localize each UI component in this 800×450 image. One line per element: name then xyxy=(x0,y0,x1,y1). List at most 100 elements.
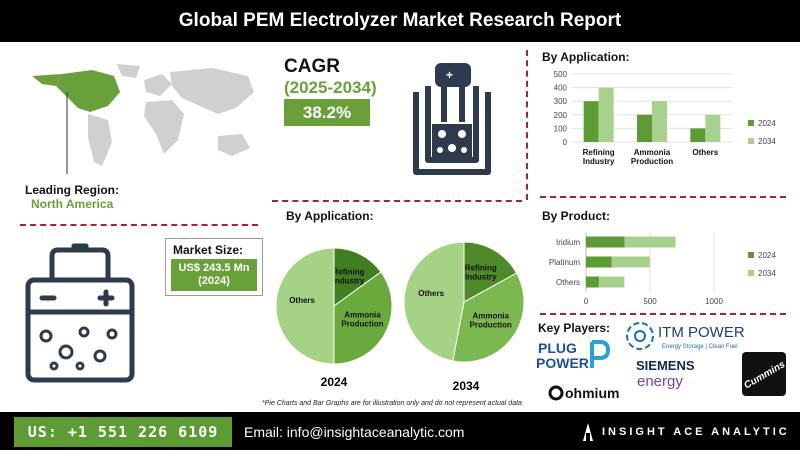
app-bar-2024 xyxy=(637,114,652,142)
app-bar-2034 xyxy=(705,114,721,142)
prod-bar-2034 xyxy=(586,236,676,248)
app-y-tick: 500 xyxy=(554,70,568,79)
right-divider-1 xyxy=(540,196,786,198)
pie-slice-ammonia-production xyxy=(333,271,393,365)
asia-shape xyxy=(170,68,254,114)
ohmium-text: ohmium xyxy=(565,385,619,401)
siemens-energy-logo: SIEMENS energy xyxy=(636,358,695,390)
prod-y-label: Platinum xyxy=(549,258,580,267)
electrolyzer-battery-icon xyxy=(25,243,135,383)
app-legend-swatch xyxy=(748,120,754,126)
alaska-shape xyxy=(32,74,62,86)
pie-label-ammonia-production: Ammonia Production xyxy=(470,311,512,329)
prod-y-label: Others xyxy=(556,278,580,287)
app-bar-2034 xyxy=(652,101,667,142)
pie-label-refining-industry: Refining Industry xyxy=(332,268,364,286)
north-america-shape xyxy=(56,70,120,112)
market-size-year: (2024) xyxy=(198,275,230,287)
pie-year-2034: 2034 xyxy=(453,379,480,393)
product-bar-chart: 0 500 1000 Iridium Platinum Others 2024 2034 xyxy=(549,232,776,306)
pie-chart-2034: Refining Industry Ammonia Production Others xyxy=(403,241,525,363)
electrolyzer-tank-icon: + xyxy=(413,63,491,175)
app-y-tick: 0 xyxy=(563,138,568,147)
itm-power-name: ITM POWER xyxy=(658,324,745,341)
pie-slice-ammonia-production xyxy=(452,272,525,363)
prod-legend-swatch xyxy=(748,252,754,258)
app-y-tick: 200 xyxy=(554,111,568,120)
app-bar-2024 xyxy=(583,101,599,142)
world-map xyxy=(32,64,254,174)
app-legend-2034: 2034 xyxy=(758,137,776,146)
pie-slice-refining-industry xyxy=(333,247,382,307)
app-y-tick: 300 xyxy=(554,97,568,106)
itm-power-logo: ITM POWER Energy Storage | Clean Fuel xyxy=(626,322,745,350)
email-address[interactable]: Email: info@insightaceanalytic.com xyxy=(244,424,465,440)
phone-number[interactable]: US: +1 551 226 6109 xyxy=(14,417,232,447)
app-y-tick: 100 xyxy=(554,124,568,133)
app-x-label: Ammonia Production xyxy=(631,148,673,166)
illustration-disclaimer: *Pie Charts and Bar Graphs are for illus… xyxy=(262,400,522,407)
product-bar-section-title: By Product: xyxy=(542,209,611,223)
market-size-label: Market Size: xyxy=(173,243,244,257)
key-players-title: Key Players: xyxy=(538,321,611,335)
pie-label-others: Others xyxy=(289,296,315,305)
app-y-tick: 400 xyxy=(554,84,568,93)
svg-text:+: + xyxy=(446,68,453,82)
ohmium-logo: ohmium xyxy=(548,385,619,401)
power-text: POWER xyxy=(536,355,589,371)
report-header: Global PEM Electrolyzer Market Research … xyxy=(0,0,800,42)
pie-section-title: By Application: xyxy=(286,209,374,223)
energy-text: energy xyxy=(637,373,683,390)
app-bar-2024 xyxy=(690,128,706,142)
pie-slice-refining-industry xyxy=(463,241,518,303)
africa-shape xyxy=(144,100,184,154)
prod-x-tick: 1000 xyxy=(705,297,723,306)
prod-bar-2024 xyxy=(586,256,612,268)
app-x-label: Others xyxy=(692,148,718,157)
app-x-label: Refining Industry xyxy=(583,148,615,166)
market-size-value: US$ 243.5 Mn (2024) xyxy=(171,259,257,291)
cagr-label: CAGR xyxy=(284,56,340,77)
siemens-text: SIEMENS xyxy=(636,358,695,373)
pie-year-2024: 2024 xyxy=(321,375,348,389)
market-size-frame xyxy=(165,238,263,296)
australia-shape xyxy=(218,134,250,156)
cagr-value: 38.2% xyxy=(284,99,370,126)
south-america-shape xyxy=(88,114,112,166)
prod-legend-2034: 2034 xyxy=(758,269,776,278)
application-bar-chart: 0 100 200 300 400 500 Refining Industry Ammonia P… xyxy=(554,70,777,166)
prod-legend-swatch xyxy=(748,270,754,276)
europe-shape xyxy=(144,74,172,96)
market-size-amount: US$ 243.5 Mn xyxy=(178,262,250,274)
brand-name: INSIGHT ACE ANALYTIC xyxy=(602,426,790,438)
left-divider xyxy=(20,224,258,226)
itm-power-tagline: Energy Storage | Clean Fuel xyxy=(662,344,738,350)
prod-bar-2034 xyxy=(586,256,650,268)
app-bar-2034 xyxy=(598,87,614,142)
insight-ace-logo-icon xyxy=(583,423,593,441)
pie-slice-others xyxy=(403,241,465,362)
middle-divider xyxy=(272,200,522,202)
prod-x-tick: 500 xyxy=(643,297,657,306)
cagr-years: (2025-2034) xyxy=(284,78,377,97)
app-bar-section-title: By Application: xyxy=(542,50,630,64)
prod-y-label: Iridium xyxy=(556,238,580,247)
pie-label-ammonia-production: Ammonia Production xyxy=(341,310,383,328)
app-legend-swatch xyxy=(748,138,754,144)
app-legend-2024: 2024 xyxy=(758,119,776,128)
greenland-shape xyxy=(117,64,140,78)
prod-bar-2034 xyxy=(586,276,625,288)
right-divider-2 xyxy=(540,313,786,315)
cummins-logo: Cummins xyxy=(742,352,788,396)
prod-bar-2024 xyxy=(586,236,625,248)
pie-label-refining-industry: Refining Industry xyxy=(465,264,497,282)
prod-bar-2024 xyxy=(586,276,599,288)
pie-label-others: Others xyxy=(418,289,444,298)
plug-power-logo: PLUG POWER xyxy=(536,340,611,371)
report-title: Global PEM Electrolyzer Market Research … xyxy=(178,10,622,31)
leading-region-label: Leading Region: xyxy=(25,183,119,197)
pie-slice-others xyxy=(275,247,335,365)
prod-x-tick: 0 xyxy=(584,297,589,306)
leading-region-value: North America xyxy=(31,197,114,211)
